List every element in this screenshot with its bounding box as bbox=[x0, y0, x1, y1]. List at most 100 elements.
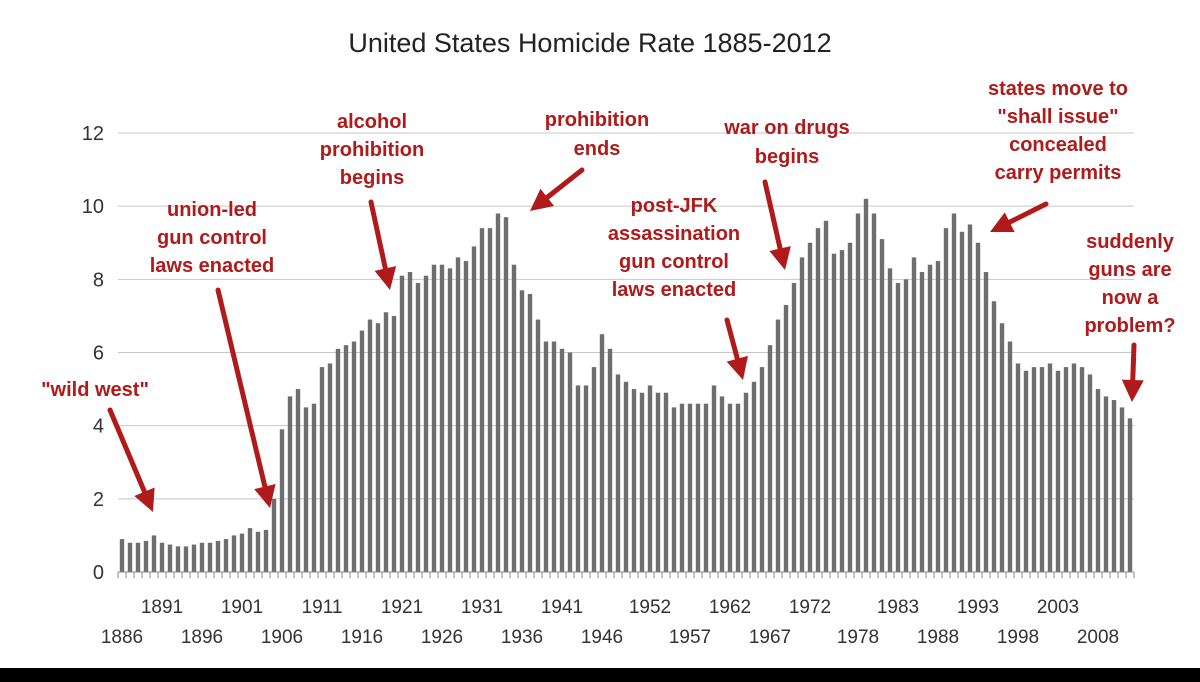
bar-1968 bbox=[775, 319, 781, 572]
bar-2002 bbox=[1047, 363, 1053, 572]
bar-1971 bbox=[799, 257, 805, 572]
bar-2006 bbox=[1079, 367, 1085, 572]
bar-1944 bbox=[583, 385, 589, 572]
bar-1996 bbox=[999, 323, 1005, 572]
bar-1933 bbox=[495, 213, 501, 573]
bar-1923 bbox=[415, 282, 421, 572]
bar-2012 bbox=[1127, 418, 1133, 572]
x-tick-label: 1978 bbox=[837, 627, 879, 648]
annotation-arrow-head bbox=[769, 246, 791, 270]
bar-1903 bbox=[255, 531, 261, 572]
y-tick-label: 0 bbox=[93, 562, 104, 584]
annotation-text: union-led bbox=[167, 199, 257, 221]
annotation-text: post-JFK bbox=[631, 195, 718, 217]
annotation-arrow-shaft bbox=[1007, 201, 1049, 225]
annotation-text: gun control bbox=[619, 251, 729, 273]
bar-1937 bbox=[527, 293, 533, 572]
bar-1893 bbox=[175, 546, 181, 572]
bar-1922 bbox=[407, 272, 413, 572]
y-tick-label: 8 bbox=[93, 269, 104, 291]
annotation-arrow-shaft bbox=[724, 317, 740, 362]
annotation-text: carry permits bbox=[995, 162, 1122, 184]
x-tick-label: 1962 bbox=[709, 597, 751, 618]
bar-1895 bbox=[191, 544, 197, 572]
bar-1999 bbox=[1023, 370, 1029, 572]
bar-1917 bbox=[367, 319, 373, 572]
bar-1948 bbox=[615, 374, 621, 572]
bar-1926 bbox=[439, 264, 445, 572]
annotation-text: assassination bbox=[608, 223, 740, 245]
bars-layer bbox=[119, 198, 1133, 573]
bar-1911 bbox=[319, 367, 325, 572]
bar-1967 bbox=[767, 345, 773, 572]
y-tick-label: 12 bbox=[82, 123, 104, 145]
annotation-text: states move to bbox=[988, 78, 1128, 100]
bar-1997 bbox=[1007, 341, 1013, 572]
bar-1910 bbox=[311, 403, 317, 572]
x-tick-label: 1941 bbox=[541, 597, 583, 618]
annotation-arrow-shaft bbox=[107, 407, 147, 495]
annotation-text: begins bbox=[755, 146, 819, 168]
bar-1993 bbox=[975, 242, 981, 572]
bar-1981 bbox=[879, 239, 885, 572]
bar-1901 bbox=[239, 533, 245, 572]
annotation-text: war on drugs bbox=[723, 117, 850, 139]
bar-1978 bbox=[855, 213, 861, 573]
bar-1945 bbox=[591, 367, 597, 572]
bar-1949 bbox=[623, 381, 629, 572]
bar-1966 bbox=[759, 367, 765, 572]
bar-1932 bbox=[487, 228, 493, 572]
annotation-text: begins bbox=[340, 167, 404, 189]
bar-1915 bbox=[351, 341, 357, 572]
annotation: "wild west" bbox=[41, 379, 155, 512]
bar-1960 bbox=[711, 385, 717, 572]
bar-1955 bbox=[671, 407, 677, 573]
bar-1953 bbox=[655, 392, 661, 572]
bar-1973 bbox=[815, 228, 821, 572]
annotation-arrow-head bbox=[374, 266, 397, 290]
bar-1938 bbox=[535, 319, 541, 572]
annotation-arrow-head bbox=[990, 212, 1015, 232]
annotation-arrow-head bbox=[1121, 379, 1144, 402]
annotation-text: "wild west" bbox=[41, 379, 149, 401]
x-tick-label: 1921 bbox=[381, 597, 423, 618]
bar-1914 bbox=[343, 345, 349, 572]
bar-1913 bbox=[335, 348, 341, 572]
bar-1905 bbox=[271, 498, 277, 572]
x-tick-label: 1936 bbox=[501, 627, 543, 648]
annotation-arrow-head bbox=[254, 484, 276, 508]
x-tick-label: 1998 bbox=[997, 627, 1039, 648]
bar-1909 bbox=[303, 407, 309, 573]
annotation-text: prohibition bbox=[545, 109, 649, 131]
bar-1892 bbox=[167, 544, 173, 572]
bar-1946 bbox=[599, 334, 605, 572]
bar-1924 bbox=[423, 275, 429, 572]
annotation-arrow-head bbox=[530, 188, 555, 211]
bar-1927 bbox=[447, 268, 453, 572]
annotation-arrow-shaft bbox=[544, 167, 585, 200]
bar-1940 bbox=[551, 341, 557, 572]
annotation-text: laws enacted bbox=[150, 255, 275, 277]
bar-2003 bbox=[1055, 370, 1061, 572]
bar-1961 bbox=[719, 396, 725, 572]
annotation-text: concealed bbox=[1009, 134, 1107, 156]
x-tick-label: 1931 bbox=[461, 597, 503, 618]
bar-1963 bbox=[735, 403, 741, 572]
bar-1995 bbox=[991, 301, 997, 572]
x-tick-label: 1983 bbox=[877, 597, 919, 618]
bar-1929 bbox=[463, 261, 469, 572]
bar-1984 bbox=[903, 279, 909, 572]
bar-1988 bbox=[935, 261, 941, 572]
annotation-text: guns are bbox=[1088, 259, 1171, 281]
bar-1987 bbox=[927, 264, 933, 572]
bar-1950 bbox=[631, 389, 637, 572]
bar-1941 bbox=[559, 348, 565, 572]
bar-1935 bbox=[511, 264, 517, 572]
bar-1936 bbox=[519, 290, 525, 572]
bar-2007 bbox=[1087, 374, 1093, 572]
x-tick-label: 1957 bbox=[669, 627, 711, 648]
annotation-arrow-shaft bbox=[762, 179, 783, 252]
x-tick-label: 1988 bbox=[917, 627, 959, 648]
bar-1952 bbox=[647, 385, 653, 572]
annotation-text: prohibition bbox=[320, 139, 424, 161]
